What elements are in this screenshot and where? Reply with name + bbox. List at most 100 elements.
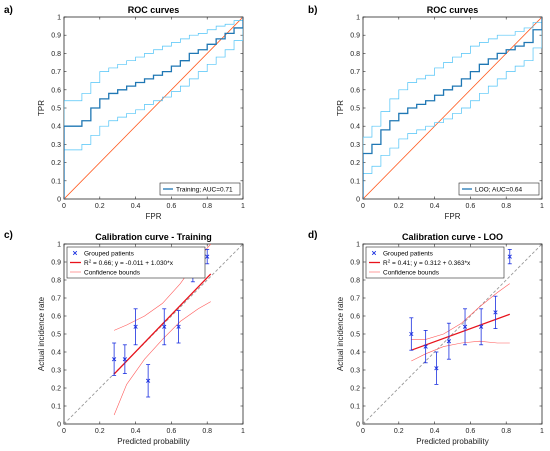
x-tick-label: 1 bbox=[540, 203, 544, 210]
x-tick-label: 0 bbox=[361, 203, 365, 210]
grouped-patient-point bbox=[493, 310, 498, 315]
y-tick-label: 0.1 bbox=[51, 178, 61, 185]
plot-area bbox=[363, 244, 542, 424]
y-tick-label: 0.7 bbox=[350, 69, 360, 76]
y-tick-label: 1 bbox=[356, 15, 360, 22]
y-tick-label: 0.7 bbox=[51, 69, 61, 76]
roc-curve-line bbox=[64, 17, 243, 199]
legend-entry-text: R bbox=[84, 260, 89, 267]
x-tick-label: 0 bbox=[62, 203, 66, 210]
plot-area bbox=[363, 17, 542, 199]
y-tick-label: 0.5 bbox=[350, 332, 360, 339]
roc-confidence-band-line bbox=[363, 17, 542, 199]
x-tick-label: 1 bbox=[241, 428, 245, 435]
legend-entry-superscript: 2 bbox=[388, 258, 391, 263]
panel-letter: b) bbox=[308, 5, 317, 16]
x-axis-label: Predicted probability bbox=[117, 437, 189, 446]
x-tick-label: 0.4 bbox=[131, 428, 141, 435]
x-tick-label: 0.8 bbox=[501, 203, 511, 210]
roc-confidence-band-line bbox=[64, 17, 243, 199]
grouped-patient-point bbox=[462, 324, 468, 329]
y-tick-label: 0.5 bbox=[350, 106, 360, 113]
x-tick-label: 0.6 bbox=[167, 203, 177, 210]
y-tick-label: 0.1 bbox=[350, 404, 360, 411]
y-tick-label: 0.2 bbox=[51, 160, 61, 167]
x-tick-label: 0.6 bbox=[466, 428, 476, 435]
y-tick-label: 0.2 bbox=[51, 386, 61, 393]
x-tick-label: 0.4 bbox=[430, 428, 440, 435]
x-axis-label: Predicted probability bbox=[416, 437, 488, 446]
grouped-patient-point bbox=[434, 366, 439, 371]
x-tick-label: 1 bbox=[241, 203, 245, 210]
y-tick-label: 0 bbox=[57, 422, 61, 429]
legend-box bbox=[159, 182, 241, 196]
y-tick-label: 0.3 bbox=[51, 368, 61, 375]
x-tick-label: 0.4 bbox=[131, 203, 141, 210]
x-tick-label: 0.8 bbox=[202, 428, 212, 435]
grouped-patient-point bbox=[479, 324, 484, 329]
y-tick-label: 0 bbox=[57, 197, 61, 204]
y-tick-label: 0.7 bbox=[350, 296, 360, 303]
y-axis-label: Actual incidence rate bbox=[37, 296, 46, 371]
legend-box bbox=[365, 246, 505, 279]
y-tick-label: 0.3 bbox=[51, 142, 61, 149]
legend-entry-text-rest: = 0.66; y = -0.011 + 1.030*x bbox=[91, 260, 173, 267]
y-tick-label: 0.7 bbox=[51, 296, 61, 303]
legend-entry: Training; AUC=0.71 bbox=[176, 186, 233, 193]
legend-entry: Grouped patients bbox=[84, 250, 135, 257]
legend-x-marker bbox=[72, 250, 78, 256]
legend-entry: LOO; AUC=0.64 bbox=[475, 186, 523, 193]
y-tick-label: 0.8 bbox=[51, 51, 61, 58]
y-tick-label: 0.4 bbox=[51, 124, 61, 131]
regression-fit-line bbox=[113, 273, 212, 375]
y-tick-label: 0.4 bbox=[51, 350, 61, 357]
roc-confidence-band-line bbox=[64, 17, 243, 199]
y-tick-label: 0.4 bbox=[350, 124, 360, 131]
x-axis-label: FPR bbox=[146, 212, 162, 221]
x-tick-label: 0.6 bbox=[167, 428, 177, 435]
y-tick-label: 0.2 bbox=[350, 386, 360, 393]
grouped-patient-point bbox=[507, 254, 512, 259]
legend-entry-text: Grouped patients bbox=[84, 250, 135, 257]
legend-x-marker bbox=[371, 250, 377, 256]
chance-diagonal-line bbox=[363, 17, 542, 199]
x-axis-label: FPR bbox=[445, 212, 461, 221]
chart-panel-4: d) Calibration curve - LOO 0 0.2 0.4 0.6 0.8 1 0… bbox=[308, 230, 544, 446]
legend-entry-text: R bbox=[383, 260, 388, 267]
plot-area bbox=[64, 17, 243, 199]
legend-box bbox=[458, 182, 540, 196]
grouped-patient-point bbox=[409, 331, 414, 337]
x-tick-label: 0.6 bbox=[466, 203, 476, 210]
confidence-bound-lower-line bbox=[113, 301, 211, 416]
y-tick-label: 0.6 bbox=[350, 87, 360, 94]
y-tick-label: 1 bbox=[356, 242, 360, 249]
grouped-patient-point bbox=[146, 378, 151, 383]
y-tick-label: 0.1 bbox=[51, 404, 61, 411]
chart-panel-2: b) ROC curves 0 0.2 0.4 0.6 0.8 1 0 0.1 0.2 0.3 0.4 0… bbox=[308, 5, 544, 221]
panel-letter: d) bbox=[308, 230, 317, 241]
legend-entry: R2 = 0.41; y = 0.312 + 0.363*x bbox=[383, 258, 471, 267]
chart-panel-3: c) Calibration curve - Training 0 0.2 0.4 0.6… bbox=[4, 230, 245, 446]
y-tick-label: 0.4 bbox=[350, 350, 360, 357]
grouped-patient-point bbox=[446, 339, 452, 344]
grouped-patient-point bbox=[122, 357, 127, 362]
legend-entry: Grouped patients bbox=[383, 250, 434, 257]
x-tick-label: 0.8 bbox=[501, 428, 511, 435]
x-tick-label: 0 bbox=[62, 428, 66, 435]
chance-diagonal-line bbox=[64, 17, 243, 199]
legend-entry: Confidence bounds bbox=[383, 269, 440, 276]
x-tick-label: 0.2 bbox=[394, 203, 404, 210]
y-tick-label: 0.8 bbox=[350, 51, 360, 58]
grouped-patient-point bbox=[205, 254, 210, 259]
y-tick-label: 0.3 bbox=[350, 142, 360, 149]
grouped-patient-point bbox=[162, 324, 167, 329]
y-axis-label: TPR bbox=[37, 100, 46, 116]
y-tick-label: 0.9 bbox=[350, 33, 360, 40]
legend-entry-superscript: 2 bbox=[89, 258, 92, 263]
legend-entry-text: Confidence bounds bbox=[383, 269, 440, 276]
y-tick-label: 0.3 bbox=[350, 368, 360, 375]
legend-entry-text: Confidence bounds bbox=[84, 269, 141, 276]
y-tick-label: 0.6 bbox=[51, 314, 61, 321]
y-tick-label: 0.6 bbox=[51, 87, 61, 94]
